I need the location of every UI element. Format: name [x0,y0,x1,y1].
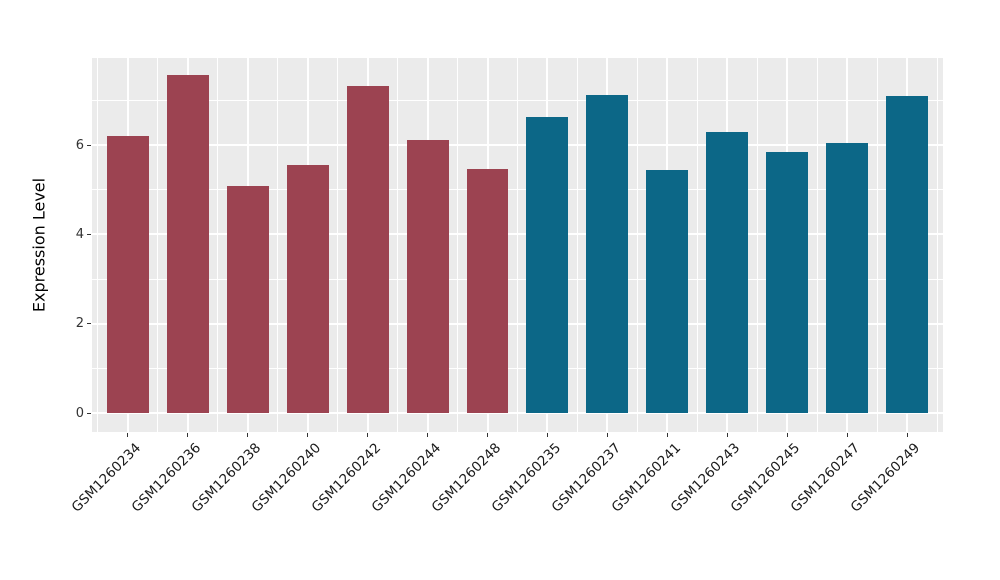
gridline-minor-vertical [636,58,638,432]
bar-GSM1260248 [466,169,509,414]
bar-GSM1260247 [826,142,869,414]
y-axis-title: Expression Level [29,177,49,313]
gridline-minor-vertical [157,58,159,432]
gridline-minor-vertical [936,58,938,432]
y-tick-mark [87,412,91,414]
bar-GSM1260242 [346,86,389,414]
gridline-minor-vertical [876,58,878,432]
y-tick-label: 6 [75,137,84,153]
y-tick-mark [87,233,91,235]
x-tick-mark [187,433,189,437]
x-tick-mark [487,433,489,437]
x-tick-mark [127,433,129,437]
gridline-minor-vertical [337,58,339,432]
y-tick-label: 0 [75,405,84,421]
bar-GSM1260238 [226,186,269,414]
y-tick-label: 2 [75,316,84,332]
y-tick-mark [87,323,91,325]
x-tick-mark [666,433,668,437]
x-tick-mark [846,433,848,437]
bar-GSM1260237 [586,95,629,414]
x-tick-mark [546,433,548,437]
gridline-minor-vertical [277,58,279,432]
y-tick-label: 4 [75,226,84,242]
chart-panel [92,58,943,432]
gridline-minor-vertical [97,58,99,432]
gridline-minor-vertical [217,58,219,432]
gridline-minor-vertical [756,58,758,432]
gridline-minor-vertical [576,58,578,432]
bar-GSM1260244 [406,140,449,414]
bar-GSM1260245 [766,151,809,414]
x-tick-mark [367,433,369,437]
bar-GSM1260236 [166,74,209,414]
gridline-minor-vertical [457,58,459,432]
x-tick-mark [606,433,608,437]
gridline-minor-vertical [816,58,818,432]
x-tick-mark [906,433,908,437]
gridline-minor-vertical [397,58,399,432]
x-tick-mark [726,433,728,437]
x-tick-mark [247,433,249,437]
x-tick-mark [786,433,788,437]
bar-GSM1260241 [646,170,689,414]
bar-GSM1260243 [706,132,749,414]
bar-GSM1260234 [106,136,149,414]
gridline-minor-vertical [517,58,518,432]
bar-GSM1260240 [286,164,329,414]
bar-GSM1260235 [526,116,569,414]
x-tick-mark [307,433,309,437]
x-tick-mark [427,433,429,437]
bar-GSM1260249 [886,95,928,414]
gridline-minor-vertical [696,58,698,432]
y-tick-mark [87,144,91,146]
